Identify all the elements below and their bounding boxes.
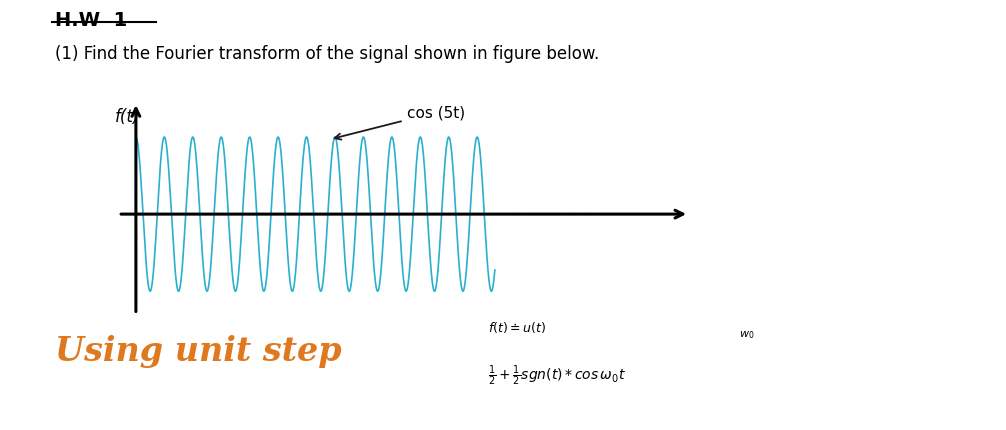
Text: cos (5t): cos (5t) xyxy=(335,105,465,140)
Text: f(t): f(t) xyxy=(115,108,140,126)
Text: $f(t) \doteq u(t)$: $f(t) \doteq u(t)$ xyxy=(488,320,546,335)
Text: Using unit step: Using unit step xyxy=(55,335,342,369)
Text: $\frac{1}{2} + \frac{1}{2}sgn(t) * cos\,\omega_0 t$: $\frac{1}{2} + \frac{1}{2}sgn(t) * cos\,… xyxy=(488,363,626,388)
Text: (1) Find the Fourier transform of the signal shown in figure below.: (1) Find the Fourier transform of the si… xyxy=(55,45,600,63)
Text: H.W  1: H.W 1 xyxy=(55,11,128,30)
Text: $w_0$: $w_0$ xyxy=(739,329,754,341)
